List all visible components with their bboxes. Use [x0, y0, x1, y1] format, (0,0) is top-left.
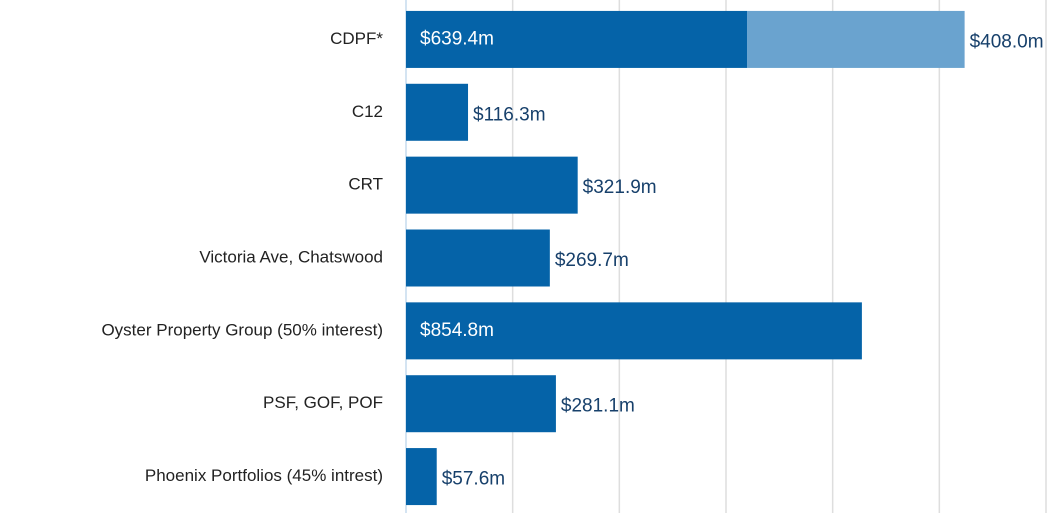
category-label: CDPF* — [330, 29, 383, 48]
value-label: $57.6m — [442, 469, 505, 490]
value-label: $408.0m — [970, 31, 1044, 52]
bar — [406, 83, 469, 141]
category-label: CRT — [348, 175, 383, 194]
value-label: $116.3m — [473, 104, 546, 125]
value-label: $639.4m — [420, 28, 494, 49]
category-label: PSF, GOF, POF — [263, 393, 383, 412]
category-label: C12 — [352, 102, 383, 121]
bar — [406, 375, 556, 433]
bar — [406, 10, 748, 68]
category-label: Victoria Ave, Chatswood — [199, 247, 383, 266]
category-label: Oyster Property Group (50% interest) — [101, 320, 383, 339]
category-label: Phoenix Portfolios (45% intrest) — [145, 466, 383, 485]
value-label: $269.7m — [555, 250, 629, 271]
bar — [406, 448, 437, 506]
bar — [406, 229, 550, 287]
bar — [747, 10, 965, 68]
value-label: $321.9m — [583, 177, 657, 198]
bar — [406, 302, 862, 360]
bar — [406, 156, 578, 214]
value-label: $281.1m — [561, 396, 635, 417]
value-label: $854.8m — [420, 320, 494, 341]
